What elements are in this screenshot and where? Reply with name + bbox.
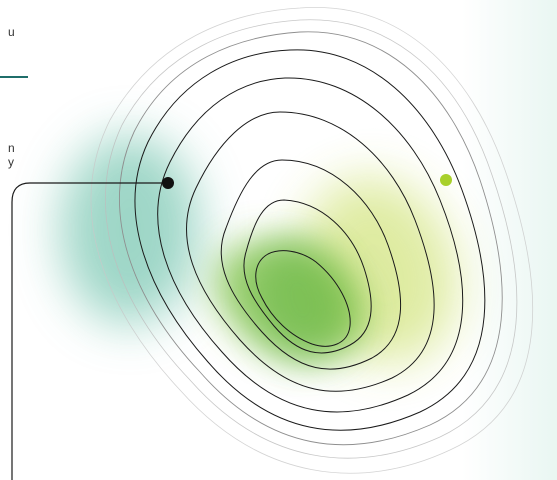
connector-line — [11, 182, 168, 480]
contour-outer-3 — [105, 19, 518, 459]
accent-rule — [0, 76, 28, 78]
contour-3 — [220, 159, 402, 370]
contour-4 — [186, 111, 435, 392]
contour-5 — [157, 77, 464, 413]
cropped-text-top: u — [8, 25, 15, 39]
cropped-text-middle-2: y — [8, 155, 14, 169]
contour-inner — [255, 250, 351, 347]
contour-lines — [90, 6, 534, 474]
contour-outer-2 — [119, 31, 503, 446]
color-clouds — [60, 135, 458, 363]
contour-6 — [134, 49, 486, 431]
contour-outer-4 — [90, 6, 534, 474]
contour-2 — [243, 199, 372, 354]
cropped-text-middle-1: n — [8, 141, 15, 155]
lime-dot — [440, 174, 452, 186]
dark-dot — [162, 177, 174, 189]
